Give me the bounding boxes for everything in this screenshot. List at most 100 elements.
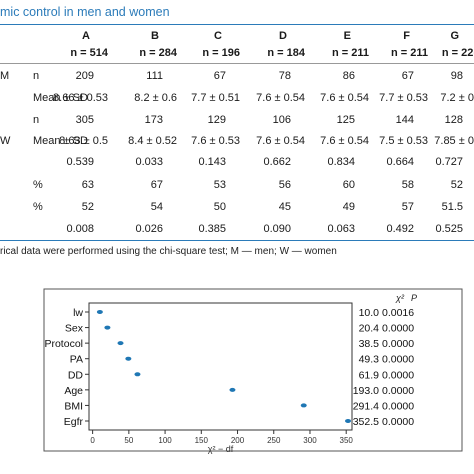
table-cell: 128 [444, 114, 463, 126]
table-row: 0.539 0.033 0.143 0.662 0.834 0.664 0.727 [0, 153, 474, 171]
table-cell: 7.6 ± 0.53 [191, 135, 240, 147]
chi2-value-label: 10.0 [359, 307, 380, 319]
column-header: G [450, 30, 459, 42]
table-cell: 305 [75, 114, 94, 126]
table-row: % 63 67 53 56 60 58 52 [0, 176, 474, 194]
table-cell: 8.63 ± 0.5 [59, 135, 108, 147]
chi2-value-label: 193.0 [353, 385, 379, 397]
column-n: n = 514 [70, 47, 108, 59]
table-cell: 63 [81, 179, 94, 191]
p-value-label: 0.0000 [382, 354, 414, 366]
p-value-label: 0.0016 [382, 307, 414, 319]
y-tick-label: Egfr [64, 416, 84, 428]
table-cell: 209 [75, 70, 94, 82]
column-header: A [82, 30, 90, 42]
table-cell: 111 [146, 70, 163, 82]
table-cell: 8.4 ± 0.52 [128, 135, 177, 147]
chi2-value-label: 61.9 [359, 369, 380, 381]
data-point [345, 419, 352, 423]
table-cell: 0.090 [263, 223, 291, 235]
table-cell: 0.033 [135, 156, 163, 168]
chi2-value-label: 352.5 [353, 416, 379, 428]
table-cell: 0.539 [66, 156, 94, 168]
table-title: mic control in men and women [0, 5, 170, 19]
data-point [104, 325, 111, 330]
table-row: % 52 54 50 45 49 57 51.5 [0, 198, 474, 216]
x-tick-label: 100 [158, 436, 172, 445]
table-cell: 78 [278, 70, 291, 82]
table-cell: 52 [81, 201, 94, 213]
table-cell: 0.662 [263, 156, 291, 168]
table-cell: 67 [401, 70, 414, 82]
p-value-label: 0.0000 [382, 400, 414, 412]
row-label: Mean ± SD [33, 92, 88, 104]
table-cell: 49 [342, 201, 355, 213]
table-cell: 7.7 ± 0.51 [191, 92, 240, 104]
x-tick-label: 300 [303, 436, 317, 445]
data-point [134, 372, 141, 377]
right-header-p: P [411, 293, 417, 303]
data-point [117, 341, 124, 346]
table-cell: 173 [144, 114, 163, 126]
table-cell: 7.6 ± 0.54 [320, 135, 369, 147]
plot-area [88, 302, 353, 431]
row-label: n [33, 114, 40, 126]
x-axis-label: χ² − df [208, 444, 234, 454]
column-n: n = 211 [331, 47, 369, 59]
row-group: W [0, 135, 11, 147]
table-cell: 0.026 [135, 223, 163, 235]
data-point [125, 356, 132, 361]
row-label: % [33, 201, 43, 213]
table-cell: 0.492 [386, 223, 414, 235]
data-point [300, 403, 307, 408]
column-header: F [403, 30, 410, 42]
y-tick-label: PA [70, 354, 83, 366]
table-cell: 0.143 [198, 156, 226, 168]
table-cell: 86 [342, 70, 355, 82]
chi2-value-label: 38.5 [359, 338, 380, 350]
table-cell: 0.664 [386, 156, 414, 168]
table-row: 0.008 0.026 0.385 0.090 0.063 0.492 0.525 [0, 220, 474, 238]
column-n: n = 284 [139, 47, 177, 59]
p-value-label: 0.0000 [382, 385, 414, 397]
right-header-chi: χ² [395, 293, 405, 303]
row-label: % [33, 179, 43, 191]
table-cell: 98 [450, 70, 463, 82]
table-cell: 0.385 [198, 223, 226, 235]
table-cell: 7.6 ± 0.54 [256, 135, 305, 147]
x-tick-label: 200 [231, 436, 245, 445]
table-cell: 106 [272, 114, 291, 126]
table-cell: 0.727 [435, 156, 463, 168]
table-cell: 45 [278, 201, 291, 213]
table-cell: 8.2 ± 0.6 [134, 92, 177, 104]
column-n: n = 184 [267, 47, 305, 59]
table-cell: 0.008 [66, 223, 94, 235]
data-point [96, 310, 103, 314]
table-cell: 50 [213, 201, 226, 213]
column-header: B [151, 30, 159, 42]
x-tick-label: 150 [195, 436, 209, 445]
table-cell: 144 [395, 114, 414, 126]
header-row-n: n = 514 n = 284 n = 196 n = 184 n = 211 n = 2… [0, 44, 474, 62]
p-value-label: 0.0000 [382, 416, 414, 428]
table-cell: 60 [342, 179, 355, 191]
chi2-value-label: 49.3 [359, 354, 380, 366]
column-header: C [214, 30, 222, 42]
table-cell: 129 [207, 114, 226, 126]
table-cell: 56 [278, 179, 291, 191]
row-group: M [0, 70, 10, 82]
table-cell: 52 [450, 179, 463, 191]
column-n: n = 196 [202, 47, 240, 59]
table-cell: 58 [401, 179, 414, 191]
table-cell: 7.5 ± 0.53 [379, 135, 428, 147]
table-cell: 7.6 ± 0.54 [320, 92, 369, 104]
chi2-value-label: 20.4 [359, 323, 380, 335]
table-top-rule [0, 24, 474, 25]
chart-frame [43, 288, 463, 452]
row-label: n [33, 70, 40, 82]
table-cell: 125 [336, 114, 355, 126]
table-bottom-rule [0, 240, 474, 241]
p-value-label: 0.0000 [382, 369, 414, 381]
table-cell: 7.6 ± 0.54 [256, 92, 305, 104]
